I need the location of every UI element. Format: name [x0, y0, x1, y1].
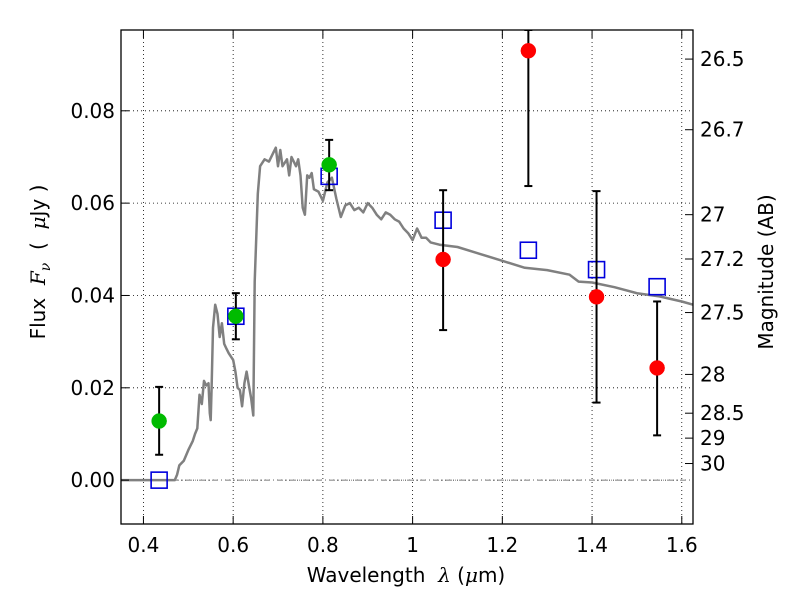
x-tick-label: 0.6 — [217, 533, 249, 557]
axis-ticks: 0.4 0.6 0.8 1 1.2 1.4 1.6 0.00 0.02 0.04 0.06 0.08 2… — [70, 30, 745, 557]
y2-tick-label: 28.5 — [700, 401, 745, 425]
y-tick-label: 0.04 — [70, 283, 115, 307]
observed-data-point — [151, 413, 167, 429]
x-tick-label: 0.4 — [128, 533, 160, 557]
y2-tick-label: 27.5 — [700, 301, 745, 325]
observed-data-point — [321, 157, 337, 173]
observed-data-point — [520, 43, 537, 59]
observed-data-point — [228, 308, 244, 324]
x-axis-label: Wavelength λ (μm) — [307, 563, 506, 587]
y2-tick-label: 29 — [700, 426, 725, 450]
y2-axis-label: Magnitude (AB) — [754, 194, 778, 349]
y2-tick-label: 27.2 — [700, 247, 745, 271]
x-tick-label: 1.2 — [486, 533, 518, 557]
observed-data-point — [649, 360, 665, 376]
x-tick-label: 1.4 — [576, 533, 608, 557]
model-photometry-square — [519, 241, 538, 260]
x-tick-label: 1.6 — [666, 533, 698, 557]
model-photometry-square — [648, 277, 666, 296]
y2-tick-label: 30 — [700, 452, 725, 476]
y2-tick-label: 27 — [700, 203, 725, 227]
x-tick-label: 0.8 — [307, 533, 339, 557]
y2-tick-label: 26.5 — [700, 47, 745, 71]
observed-data-point — [435, 251, 451, 268]
plot-frame — [120, 29, 694, 525]
y-tick-label: 0.08 — [70, 99, 115, 123]
y-axis-label: Flux Fν ( μJy ) — [26, 185, 54, 340]
y-tick-label: 0.02 — [70, 376, 115, 400]
y2-tick-label: 26.7 — [700, 118, 745, 142]
model-spectrum-line — [121, 146, 693, 482]
y-tick-label: 0.00 — [70, 468, 115, 492]
y-tick-label: 0.06 — [70, 191, 115, 215]
y2-tick-label: 28 — [700, 362, 725, 386]
model-photometry-square — [150, 471, 168, 489]
observed-data-point — [588, 289, 605, 305]
x-tick-label: 1 — [406, 533, 419, 557]
plot-area — [121, 30, 693, 489]
